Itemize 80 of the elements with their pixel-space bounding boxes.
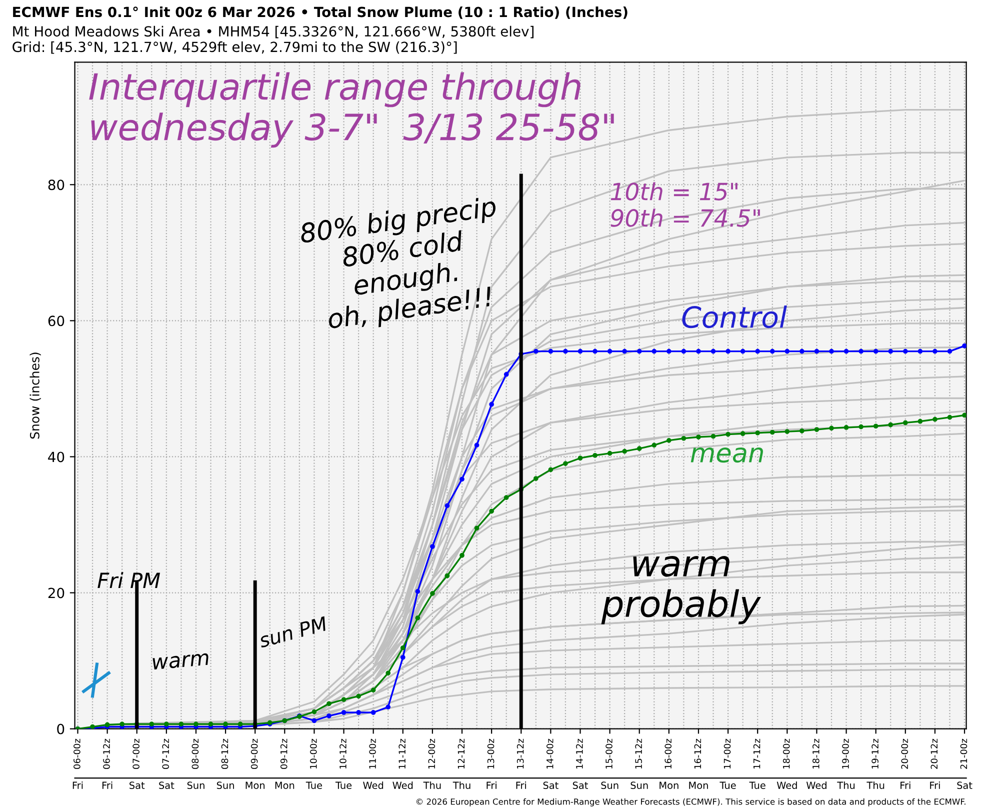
x-tick-label: 09-12z <box>280 738 288 769</box>
annotation: 10th = 15" 90th = 74.5" <box>610 182 760 227</box>
text: Tue <box>749 782 766 790</box>
x-tick-label: 17-12z <box>753 738 760 769</box>
text: Mon <box>689 782 708 790</box>
x-tick-label: 14-12z <box>576 738 583 769</box>
y-tick-label: 40 <box>48 452 64 462</box>
text: Fri <box>486 781 496 789</box>
text: Sun <box>601 782 618 790</box>
text: Mon <box>275 782 294 790</box>
text: Sun <box>630 782 648 790</box>
text: Sun <box>216 782 234 790</box>
text: Thu <box>423 781 441 790</box>
text: Sat <box>572 782 588 790</box>
x-tick-label: 06-12z <box>103 738 110 769</box>
text: Sat <box>130 782 145 790</box>
y-tick-label: 80 <box>48 180 64 190</box>
text: Mon <box>246 782 265 790</box>
x-tick-label: 10-00z <box>310 738 317 769</box>
annotation: warm <box>152 653 209 670</box>
text: Fri <box>900 781 910 789</box>
text: Fri <box>102 781 112 789</box>
text: © 2026 European Centre for Medium-Range Weather Forecasts (ECMWF). This service is based on data and products of the ECMWF. <box>416 798 966 806</box>
text: Fri <box>930 781 940 789</box>
text: Wed <box>363 781 384 790</box>
annotation: Control <box>682 306 787 328</box>
text: Fri <box>516 781 526 789</box>
text: Tue <box>306 782 322 790</box>
x-tick-label: 06-00z <box>74 738 80 769</box>
text: Wed <box>806 781 826 790</box>
annotation: mean <box>690 447 763 463</box>
x-tick-label: 18-00z <box>782 738 790 769</box>
x-tick-label: 08-00z <box>192 738 199 769</box>
x-tick-label: 07-12z <box>162 738 170 769</box>
annotation: warm probably <box>601 556 762 624</box>
x-tick-label: 13-12z <box>516 738 524 769</box>
annotation: Interquartile range through wednesday 3-7" 3/13 25-58" <box>89 72 614 148</box>
x-tick-label: 14-00z <box>546 738 554 769</box>
text: Tue <box>720 782 736 790</box>
text: Sat <box>957 782 972 790</box>
x-tick-label: 17-00z <box>724 738 731 769</box>
x-tick-label: 07-00z <box>132 738 140 769</box>
y-tick-label: 0 <box>57 724 64 734</box>
chart-title: ECMWF Ens 0.1° Init 00z 6 Mar 2026 • Total Snow Plume (10 : 1 Ratio) (Inches) <box>13 6 628 19</box>
y-tick-label: 20 <box>48 588 64 598</box>
annotation: 80% big precip 80% cold enough. oh, please!!! <box>299 196 498 334</box>
x-tick-label: 11-00z <box>369 738 376 769</box>
text: Thu <box>837 781 855 790</box>
x-tick-label: 21-00z <box>960 738 968 769</box>
y-axis-title: Snow (inches) <box>30 352 41 439</box>
x-tick-label: 12-12z <box>458 738 464 769</box>
x-tick-label: 16-00z <box>664 738 672 769</box>
x-tick-label: 20-12z <box>930 738 938 769</box>
annotation: sun PM <box>258 616 328 648</box>
text: Tue <box>335 782 352 790</box>
text: Thu <box>452 781 470 790</box>
x-tick-label: 11-12z <box>398 738 406 769</box>
x-tick-label: 12-00z <box>428 738 436 769</box>
annotation: Fri PM <box>98 572 160 588</box>
y-tick-label: 60 <box>48 316 64 326</box>
text: Fri <box>72 781 83 789</box>
text: Sat <box>543 782 558 790</box>
x-tick-label: 08-12z <box>221 738 228 769</box>
x-tick-label: 19-00z <box>842 738 849 769</box>
text: Wed <box>392 781 413 790</box>
x-tick-label: 15-00z <box>606 738 612 769</box>
text: Sat <box>159 782 174 790</box>
text: Sun <box>187 782 204 790</box>
x-tick-label: 09-00z <box>250 738 258 769</box>
x-tick-label: 18-12z <box>812 738 820 769</box>
x-tick-label: 19-12z <box>872 738 878 769</box>
text: Mon <box>660 782 678 790</box>
text: Thu <box>866 781 884 790</box>
text: Wed <box>776 781 797 790</box>
x-tick-label: 15-12z <box>635 738 642 769</box>
x-tick-label: 10-12z <box>340 738 346 769</box>
x-tick-label: 20-00z <box>901 738 908 769</box>
x-tick-label: 16-12z <box>694 738 702 769</box>
x-tick-label: 13-00z <box>487 738 494 769</box>
chart-subtitle: Mt Hood Meadows Ski Area • MHM54 [45.3326°N, 121.666°W, 5380ft elev] Grid: [45.3°N, 121.7°W, 4529ft elev, 2.79mi to the SW (216.3)°] <box>12 26 534 54</box>
